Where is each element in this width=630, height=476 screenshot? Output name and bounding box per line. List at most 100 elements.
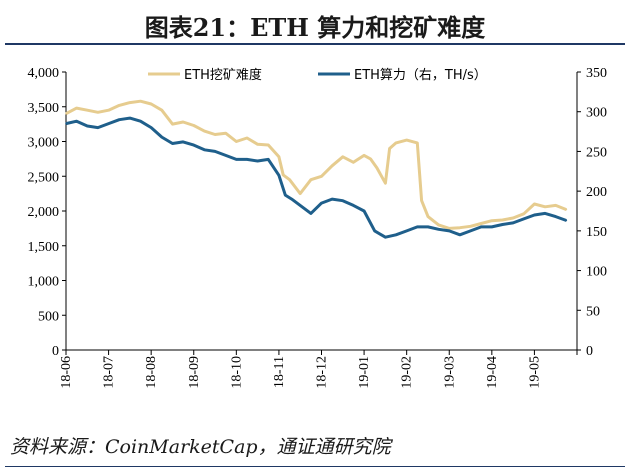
hashrate-data-point	[501, 223, 504, 226]
hashrate-data-point	[171, 142, 174, 145]
difficulty-data-point	[437, 224, 440, 226]
hashrate-data-point	[86, 125, 89, 127]
hashrate-data-point	[161, 136, 163, 138]
x-tick-label: 18-11	[272, 356, 287, 388]
hashrate-data-point	[299, 204, 302, 207]
difficulty-data-point	[469, 225, 472, 228]
bottom-divider	[5, 466, 625, 467]
hashrate-data-point	[182, 141, 184, 143]
hashrate-data-point	[384, 236, 387, 239]
hashrate-data-point	[395, 234, 397, 236]
hashrate-data-point	[437, 228, 440, 231]
y-right-tick-label: 100	[586, 265, 607, 280]
hashrate-data-point	[65, 122, 67, 125]
difficulty-data-point	[299, 192, 302, 195]
y-left-tick-label: 500	[38, 309, 59, 324]
hashrate-data-point	[373, 230, 376, 232]
difficulty-data-point	[320, 175, 323, 178]
x-tick-label: 19-05	[527, 356, 542, 389]
hashrate-data-point	[139, 120, 142, 123]
hashrate-data-point	[235, 158, 238, 161]
hashrate-data-point	[491, 226, 493, 228]
difficulty-data-point	[448, 227, 451, 230]
y-left-tick-label: 4,000	[28, 66, 60, 81]
difficulty-data-point	[363, 154, 365, 157]
y-left-tick-label: 1,500	[28, 240, 60, 255]
difficulty-data-point	[522, 212, 525, 215]
difficulty-data-point	[214, 133, 216, 136]
hashrate-data-point	[331, 198, 333, 200]
y-left-tick-label: 3,500	[28, 101, 60, 116]
title-divider	[5, 43, 625, 45]
hashrate-data-point	[427, 226, 429, 228]
hashrate-data-point	[224, 154, 227, 157]
difficulty-data-point	[150, 103, 152, 105]
hashrate-data-point	[97, 126, 99, 129]
difficulty-data-point	[161, 109, 163, 112]
difficulty-data-point	[256, 143, 259, 146]
hashrate-data-point	[256, 160, 259, 162]
difficulty-data-point	[97, 111, 99, 114]
difficulty-data-point	[224, 132, 227, 134]
y-left-tick-label: 1,000	[28, 275, 60, 290]
hashrate-data-point	[284, 194, 287, 196]
y-right-tick-label: 250	[586, 145, 607, 160]
difficulty-data-point	[384, 182, 387, 184]
hashrate-data-point	[214, 150, 216, 153]
hashrate-data-point	[107, 122, 110, 125]
difficulty-data-point	[395, 142, 397, 144]
hashrate-data-point	[75, 120, 78, 123]
y-left-tick-label: 0	[52, 344, 59, 359]
y-right-tick-label: 0	[586, 344, 593, 359]
hashrate-data-point	[267, 158, 270, 161]
difficulty-data-point	[416, 142, 419, 144]
difficulty-series-line	[65, 99, 567, 230]
difficulty-data-point	[491, 219, 493, 222]
y-right-tick-label: 50	[586, 304, 600, 319]
x-tick-label: 18-10	[229, 356, 244, 389]
x-tick-label: 19-03	[442, 356, 457, 389]
hashrate-data-point	[533, 214, 536, 216]
source-note: 资料来源：CoinMarketCap，通证通研究院	[10, 436, 391, 458]
difficulty-data-point	[192, 124, 195, 127]
hashrate-data-point	[544, 212, 546, 215]
axes: 0 500 1,000 1,500 2,000 2,500 3,000 3,500 4,000 0…	[28, 66, 608, 389]
hashrate-data-point	[320, 202, 323, 204]
hashrate-data-point	[150, 126, 152, 129]
hashrate-data-point	[405, 230, 408, 232]
difficulty-data-point	[341, 155, 344, 158]
y-right-tick-label: 350	[586, 66, 607, 81]
difficulty-data-point	[388, 147, 391, 150]
hashrate-data-point	[192, 144, 195, 146]
x-tick-label: 18-12	[315, 356, 330, 389]
difficulty-data-point	[288, 178, 291, 181]
hashrate-data-point	[416, 226, 419, 228]
difficulty-data-point	[75, 107, 78, 109]
y-left-tick-label: 2,000	[28, 205, 60, 220]
difficulty-data-point	[533, 203, 536, 205]
hashrate-data-point	[310, 212, 312, 215]
y-right-tick-label: 150	[586, 225, 607, 240]
x-tick-label: 18-06	[59, 356, 74, 389]
difficulty-data-point	[554, 204, 557, 207]
series-layer	[65, 99, 568, 239]
x-tick-label: 19-01	[357, 356, 372, 389]
difficulty-data-point	[107, 109, 110, 112]
hashrate-data-point	[469, 230, 472, 232]
hashrate-data-point	[246, 158, 248, 161]
hashrate-data-point	[352, 204, 355, 207]
difficulty-data-point	[376, 167, 378, 169]
difficulty-data-point	[86, 109, 89, 112]
hashrate-data-point	[363, 210, 365, 212]
x-tick-label: 18-08	[144, 356, 159, 389]
hashrate-data-point	[554, 215, 557, 218]
difficulty-data-point	[352, 161, 355, 164]
y-left-tick-label: 3,000	[28, 136, 60, 151]
hashrate-data-point	[203, 149, 206, 151]
hashrate-data-point	[448, 230, 451, 232]
x-tick-label: 19-02	[400, 356, 415, 389]
y-right-tick-label: 200	[586, 185, 607, 200]
hashrate-data-point	[118, 118, 121, 121]
difficulty-data-point	[246, 137, 248, 139]
difficulty-data-point	[310, 178, 312, 181]
